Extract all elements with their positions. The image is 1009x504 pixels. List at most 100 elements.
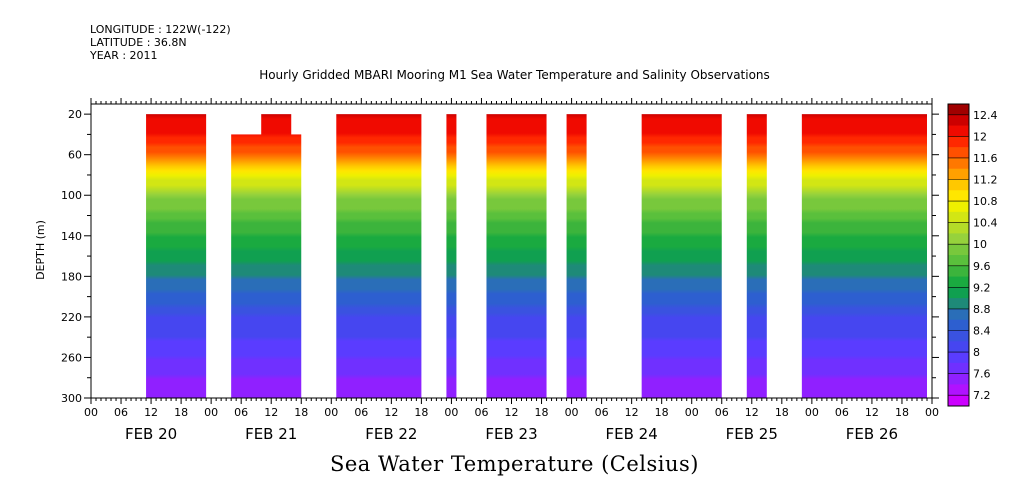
- colorbar: 12.4 12 11.6 11.2 10.8 10.4 10 9.6 9.2 8.8 8.4 8 7.6…: [947, 103, 998, 407]
- colorbar-swatch: [948, 147, 969, 159]
- x-day-label: FEB 22: [365, 425, 417, 443]
- longitude-label: LONGITUDE : 122W(-122): [90, 23, 231, 36]
- x-hour-label: 06: [715, 406, 729, 419]
- data-segment-5: [486, 114, 547, 398]
- y-tick-label: 140: [61, 230, 82, 243]
- colorbar-swatch: [948, 222, 969, 234]
- colorbar-label: 12: [973, 130, 987, 143]
- x-hour-label: 00: [444, 406, 458, 419]
- x-day-label: FEB 23: [485, 425, 537, 443]
- x-hour-label: 06: [114, 406, 128, 419]
- x-hour-label: 06: [835, 406, 849, 419]
- colorbar-label: 7.2: [973, 389, 991, 402]
- data-segment-2: [231, 134, 302, 398]
- colorbar-swatch: [948, 373, 969, 385]
- y-axis-label: DEPTH (m): [34, 220, 47, 280]
- y-tick-label: 260: [61, 351, 82, 364]
- colorbar-swatch: [948, 114, 969, 127]
- x-hour-label: 00: [84, 406, 98, 419]
- x-hour-label: 18: [414, 406, 428, 419]
- x-hour-label: 18: [294, 406, 308, 419]
- x-hour-label: 00: [565, 406, 579, 419]
- x-hour-label: 12: [505, 406, 519, 419]
- colorbar-label: 7.6: [973, 368, 991, 381]
- x-hour-label: 00: [805, 406, 819, 419]
- colorbar-swatch: [948, 125, 969, 137]
- colorbar-label: 11.6: [973, 152, 998, 165]
- x-hour-label: 06: [354, 406, 368, 419]
- colorbar-swatch: [948, 179, 969, 191]
- colorbar-swatch: [948, 287, 969, 299]
- colorbar-swatch: [948, 341, 969, 353]
- x-hour-label: 12: [625, 406, 639, 419]
- x-day-label: FEB 25: [726, 425, 778, 443]
- y-tick-label: 60: [68, 149, 82, 162]
- axes: 00 06 12 18 00 06 12 18 00 06 12 18 00 06 12 18 00 06 12 18…: [61, 98, 939, 443]
- colorbar-swatch: [948, 362, 969, 375]
- colorbar-swatch: [948, 395, 969, 407]
- data-segment-8: [746, 114, 767, 398]
- colorbar-swatch: [948, 136, 969, 148]
- colorbar-label: 8.8: [973, 303, 991, 316]
- y-tick-label: 180: [61, 270, 82, 283]
- colorbar-label: 8: [973, 346, 980, 359]
- colorbar-swatch: [948, 244, 969, 256]
- colorbar-swatch: [948, 319, 969, 331]
- y-tick-label: 220: [61, 311, 82, 324]
- x-hour-label: 00: [685, 406, 699, 419]
- x-hour-label: 18: [174, 406, 188, 419]
- data-segment-7: [641, 114, 722, 398]
- y-tick-label: 300: [61, 392, 82, 405]
- colorbar-swatch: [948, 298, 969, 310]
- colorbar-swatch: [948, 211, 969, 224]
- x-hour-label: 12: [865, 406, 879, 419]
- colorbar-swatch: [948, 233, 969, 245]
- x-hour-label: 00: [324, 406, 338, 419]
- colorbar-swatch: [948, 384, 969, 396]
- colorbar-label: 8.4: [973, 325, 991, 338]
- data-segment-6: [566, 114, 587, 398]
- x-hour-label: 18: [535, 406, 549, 419]
- x-hour-label: 12: [384, 406, 398, 419]
- plot-area: [146, 114, 927, 398]
- data-segment-notch: [261, 114, 292, 136]
- x-axis-title: Sea Water Temperature (Celsius): [329, 452, 699, 476]
- x-hour-label: 12: [264, 406, 278, 419]
- colorbar-label: 9.2: [973, 281, 991, 294]
- colorbar-label: 9.6: [973, 260, 991, 273]
- chart-title: Hourly Gridded MBARI Mooring M1 Sea Wate…: [259, 68, 770, 82]
- y-tick-label: 20: [68, 108, 82, 121]
- x-hour-label: 00: [204, 406, 218, 419]
- data-segment-4: [446, 114, 457, 398]
- colorbar-swatch: [948, 157, 969, 170]
- colorbar-swatch: [948, 168, 969, 180]
- colorbar-swatch: [948, 255, 969, 267]
- colorbar-swatch: [948, 330, 969, 342]
- colorbar-frame: [947, 103, 970, 407]
- colorbar-swatch: [948, 352, 969, 364]
- data-segment-3: [336, 114, 422, 398]
- colorbar-swatch: [948, 308, 969, 321]
- x-hour-label: 06: [595, 406, 609, 419]
- x-day-label: FEB 20: [125, 425, 177, 443]
- x-hour-label: 06: [234, 406, 248, 419]
- data-segment-1: [146, 114, 207, 398]
- colorbar-swatch: [948, 190, 969, 202]
- year-label: YEAR : 2011: [90, 49, 158, 62]
- x-hour-label: 18: [655, 406, 669, 419]
- colorbar-label: 11.2: [973, 174, 998, 187]
- x-hour-label: 18: [895, 406, 909, 419]
- colorbar-swatch: [948, 104, 969, 116]
- x-hour-label: 18: [775, 406, 789, 419]
- colorbar-label: 10.8: [973, 195, 998, 208]
- x-hour-label: 06: [474, 406, 488, 419]
- y-tick-label: 100: [61, 189, 82, 202]
- x-hour-label: 12: [144, 406, 158, 419]
- x-hour-label: 12: [745, 406, 759, 419]
- latitude-label: LATITUDE : 36.8N: [90, 36, 187, 49]
- data-segment-9: [801, 114, 927, 398]
- x-day-label: FEB 24: [606, 425, 658, 443]
- colorbar-swatch: [948, 201, 969, 213]
- colorbar-label: 12.4: [973, 109, 998, 122]
